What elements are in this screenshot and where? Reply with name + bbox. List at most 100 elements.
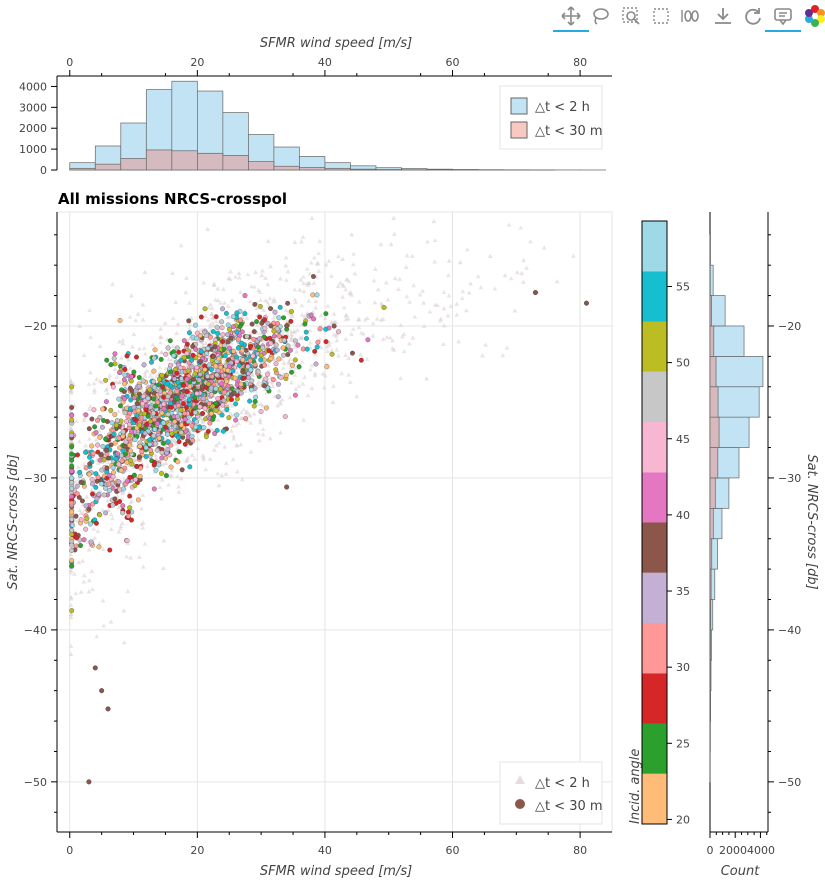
scatter-point-triangle (267, 295, 273, 301)
scatter-point-circle (153, 467, 159, 473)
scatter-point-triangle (287, 395, 293, 400)
wheel-zoom-tool[interactable] (679, 4, 703, 28)
scatter-point-triangle (220, 355, 226, 361)
scatter-point-circle (183, 405, 189, 411)
colorbar-tick-label: 50 (676, 357, 690, 370)
scatter-point-circle (87, 454, 93, 460)
scatter-point-circle (178, 407, 184, 413)
pan-tool[interactable] (553, 4, 589, 32)
scatter-point-triangle (500, 353, 506, 358)
scatter-point-triangle (248, 449, 254, 454)
scatter-point-triangle (201, 280, 207, 285)
scatter-point-triangle (301, 417, 307, 422)
scatter-point-triangle (221, 286, 226, 292)
scatter-point-triangle (446, 293, 452, 298)
scatter-point-triangle (178, 243, 184, 248)
scatter-point-triangle (425, 239, 430, 244)
scatter-point-triangle (409, 253, 415, 258)
scatter-point-circle (207, 420, 213, 426)
scatter-point-circle (73, 513, 79, 519)
scatter-point-circle (308, 312, 314, 318)
scatter-point-circle (213, 400, 219, 406)
scatter-point-circle (182, 410, 188, 416)
scatter-point-circle (184, 376, 190, 382)
save-tool[interactable] (711, 4, 735, 28)
scatter-point-triangle (105, 459, 111, 465)
hover-tool[interactable] (765, 4, 801, 32)
scatter-point-triangle (195, 445, 201, 451)
scatter-point-triangle (195, 338, 201, 344)
scatter-legend-label-dt30m: △t < 30 m (535, 799, 603, 814)
scatter-point-triangle (257, 438, 262, 443)
scatter-point-triangle (234, 443, 240, 448)
scatter-point-circle (274, 347, 280, 353)
scatter-point-triangle (259, 268, 265, 273)
scatter-point-circle (192, 409, 198, 415)
lasso-select-tool[interactable] (589, 4, 613, 28)
scatter-point-circle (94, 478, 100, 484)
colorbar-block (642, 522, 667, 573)
scatter-point-circle (267, 335, 273, 341)
scatter-point-triangle (241, 407, 247, 412)
scatter-point-triangle (395, 286, 401, 291)
scatter-point-triangle (235, 365, 241, 370)
scatter-point-triangle (73, 590, 79, 596)
scatter-point-triangle (300, 381, 306, 386)
scatter-point-circle (158, 356, 164, 362)
right-hist-xtick-label: 0 (707, 844, 714, 857)
bokeh-logo[interactable] (803, 4, 825, 28)
scatter-point-circle (174, 345, 180, 351)
scatter-point-circle (159, 410, 165, 416)
scatter-point-circle (78, 543, 84, 549)
scatter-point-triangle (483, 342, 489, 347)
scatter-point-circle (192, 322, 198, 328)
lasso-icon (593, 8, 609, 25)
scatter-point-circle (120, 503, 126, 509)
scatter-point-triangle (158, 335, 164, 340)
scatter-point-circle (122, 396, 128, 402)
scatter-point-triangle (214, 443, 219, 448)
scatter-point-circle (292, 338, 298, 344)
scatter-point-circle (94, 496, 100, 502)
scatter-point-triangle (236, 270, 242, 276)
colorbar-block (642, 271, 667, 322)
scatter-point-circle (129, 517, 135, 523)
scatter-point-circle (141, 362, 147, 368)
scatter-point-triangle (343, 287, 349, 292)
scatter-point-circle (323, 339, 329, 345)
scatter-point-circle (202, 367, 208, 373)
scatter-point-triangle (349, 331, 354, 337)
scatter-point-triangle (174, 330, 179, 336)
scatter-point-triangle (385, 297, 391, 302)
scatter-point-triangle (100, 546, 106, 552)
scatter-point-triangle (333, 333, 339, 339)
box-select-tool[interactable] (649, 4, 673, 28)
scatter-point-circle (101, 457, 107, 463)
download-icon (715, 8, 731, 24)
reset-tool[interactable] (741, 4, 765, 28)
scatter-point-circle (175, 403, 181, 409)
scatter-point-circle (140, 401, 146, 407)
scatter-point-triangle (200, 420, 206, 425)
scatter-point-circle (219, 319, 225, 325)
top-hist-xlabel: SFMR wind speed [m/s] (260, 36, 412, 51)
scatter-point-circle (235, 336, 241, 342)
scatter-point-triangle (209, 305, 215, 311)
scatter-point-triangle (343, 317, 349, 322)
scatter-point-circle (168, 369, 174, 375)
scatter-point-triangle (95, 460, 101, 465)
scatter-point-triangle (349, 292, 355, 297)
scatter-point-triangle (116, 529, 122, 534)
scatter-point-circle (200, 410, 206, 416)
scatter-point-circle (154, 420, 160, 426)
scatter-point-circle (226, 326, 232, 332)
scatter-point-triangle (263, 275, 268, 280)
scatter-point-circle (132, 482, 138, 488)
scatter-point-triangle (68, 426, 74, 431)
right-hist-ytick-label: −30 (778, 472, 801, 485)
scatter-point-circle (96, 491, 102, 497)
scatter-point-triangle (209, 427, 215, 432)
box-zoom-tool[interactable] (619, 4, 643, 28)
top-hist-bar (196, 152, 224, 171)
